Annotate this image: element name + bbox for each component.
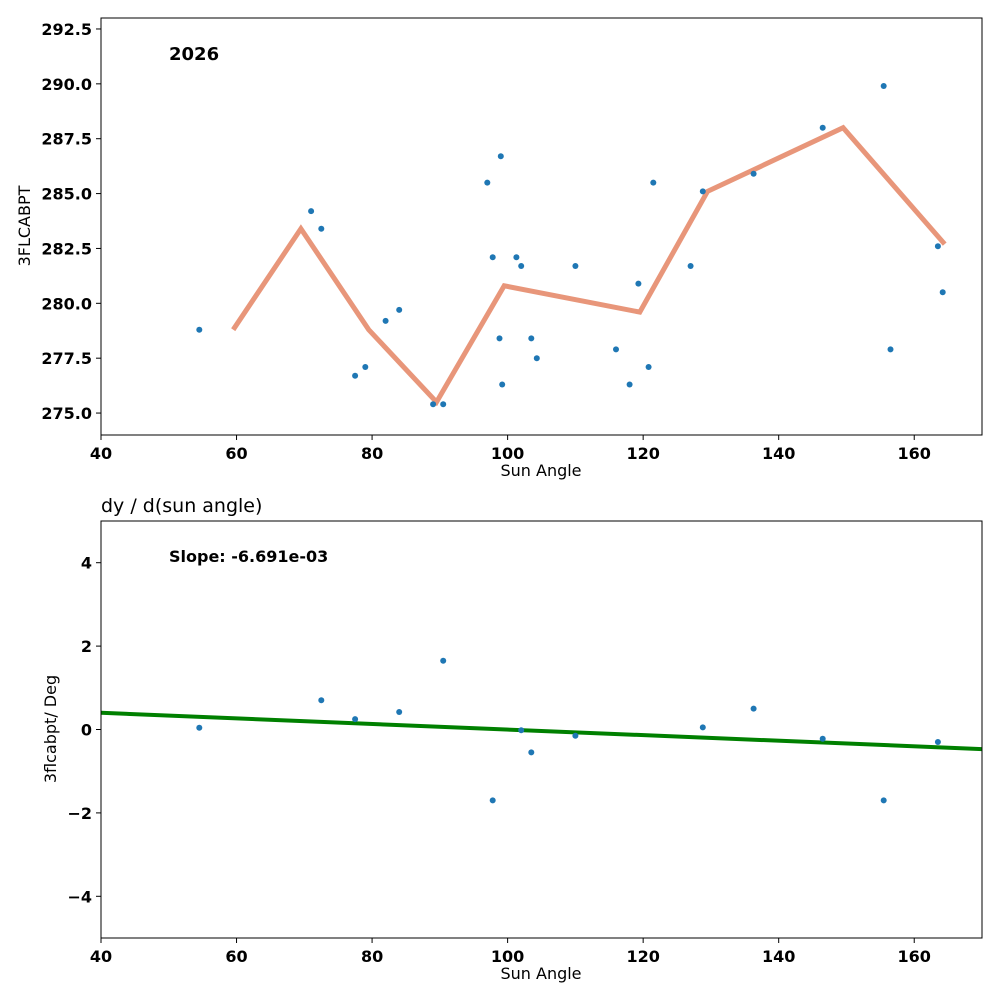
top-plot-data-point [318,225,325,232]
top-plot-data-point [687,263,694,269]
top-plot-y-tick-label: 280.0 [41,294,92,313]
top-plot-data-point [308,208,315,215]
bottom-plot-y-ticks: −4 −2 0 2 4 [67,554,101,906]
top-plot-x-tick-label: 80 [361,444,383,463]
bottom-plot-panel: dy / d(sun angle) 40 60 80 100 120 140 160 −4−… [41,495,983,983]
top-plot-year-annotation: 2026 [169,44,219,65]
top-plot-fit-line [231,124,947,407]
top-plot-data-point [880,83,887,89]
top-plot-data-point [626,381,633,388]
top-plot-data-point [934,243,941,250]
top-plot-data-point [635,280,642,287]
top-plot-data-point [497,153,504,160]
bottom-plot-y-tick-label: 2 [81,637,92,656]
bottom-plot-x-tick-label: 80 [361,947,383,966]
top-plot-y-tick-label: 277.5 [41,349,92,368]
top-plot-x-tick-label: 100 [491,444,524,463]
bottom-plot-data-point [518,727,525,734]
bottom-plot-data-point [572,732,579,739]
top-plot-data-point [362,364,369,370]
top-plot-data-point [430,401,437,408]
bottom-plot-title: dy / d(sun angle) [101,495,262,517]
top-plot-data-point [750,170,757,177]
top-plot-data-point [613,346,619,353]
top-plot-data-point [533,355,540,362]
top-plot-x-tick-label: 60 [225,444,247,463]
bottom-plot-y-tick-label: 0 [81,721,92,740]
top-plot-panel: 40 60 80 100 120 140 160 275.0277.5280.0282.52… [15,17,983,480]
top-plot-x-tick-label: 40 [90,444,112,463]
bottom-plot-data-point [880,797,887,804]
top-plot-data-point [352,372,359,379]
top-plot-x-ticks: 40 60 80 100 120 140 160 [90,435,931,463]
bottom-plot-y-tick-label: −2 [67,804,92,823]
top-plot-data-point [196,326,203,333]
bottom-plot-y-axis-label: 3flcabpt/ Deg [41,675,60,783]
bottom-plot-data-point [196,724,203,731]
top-plot-marks [196,83,947,408]
top-plot-data-point [528,335,535,342]
bottom-plot-x-tick-label: 100 [491,947,524,966]
bottom-plot-data-point [440,657,447,664]
bottom-plot-y-tick-label: 4 [81,554,92,573]
bottom-plot-y-tick-label: −4 [67,887,92,906]
bottom-plot-data-point [699,724,706,731]
bottom-plot-x-axis-label: Sun Angle [500,964,581,983]
top-plot-data-point [513,254,520,261]
top-plot-data-point [887,346,894,353]
top-plot-data-point [939,289,946,296]
top-plot-data-point [440,401,447,408]
top-plot-x-tick-label: 160 [898,444,931,463]
top-plot-data-point [572,263,579,269]
top-plot-y-tick-label: 292.5 [41,20,92,39]
top-plot-y-tick-label: 282.5 [41,239,92,258]
bottom-plot-marks [101,657,982,804]
bottom-plot-fit-line [101,710,982,752]
bottom-plot-data-point [528,749,535,756]
top-plot-data-point [484,179,491,186]
top-plot-data-point [496,335,503,342]
top-plot-x-tick-label: 120 [626,444,659,463]
bottom-plot-x-ticks: 40 60 80 100 120 140 160 [90,938,931,966]
top-plot-data-point [645,364,652,370]
top-plot-data-point [650,179,657,186]
bottom-plot-data-point [819,735,826,742]
bottom-plot-data-point [934,739,941,745]
top-plot-frame [100,17,983,436]
bottom-plot-slope-annotation: Slope: -6.691e-03 [169,547,328,566]
bottom-plot-x-tick-label: 120 [626,947,659,966]
bottom-plot-data-point [352,716,359,723]
bottom-plot-x-tick-label: 140 [762,947,795,966]
top-plot-data-point [518,263,525,269]
bottom-plot-x-tick-label: 60 [225,947,247,966]
bottom-plot-x-tick-label: 40 [90,947,112,966]
top-plot-y-tick-label: 285.0 [41,185,92,204]
top-plot-x-axis-label: Sun Angle [500,461,581,480]
bottom-plot-x-tick-label: 160 [898,947,931,966]
top-plot-x-tick-label: 140 [762,444,795,463]
top-plot-y-ticks: 275.0 277.5 280.0 282.5 285.0 287.5 290.0 292.5 [41,20,101,423]
bottom-plot-data-point [489,797,496,804]
top-plot-y-tick-label: 275.0 [41,404,92,423]
bottom-plot-data-point [318,697,325,704]
top-plot-data-point [499,381,506,388]
top-plot-data-point [699,188,706,195]
top-plot-y-axis-label: 3FLCABPT [15,185,34,266]
top-plot-data-point [396,306,403,313]
top-plot-data-point [382,317,389,324]
top-plot-data-point [489,254,496,261]
bottom-plot-data-point [396,709,403,715]
top-plot-y-tick-label: 290.0 [41,75,92,94]
top-plot-data-point [819,124,826,131]
top-plot-y-tick-label: 287.5 [41,130,92,149]
bottom-plot-data-point [750,705,757,712]
